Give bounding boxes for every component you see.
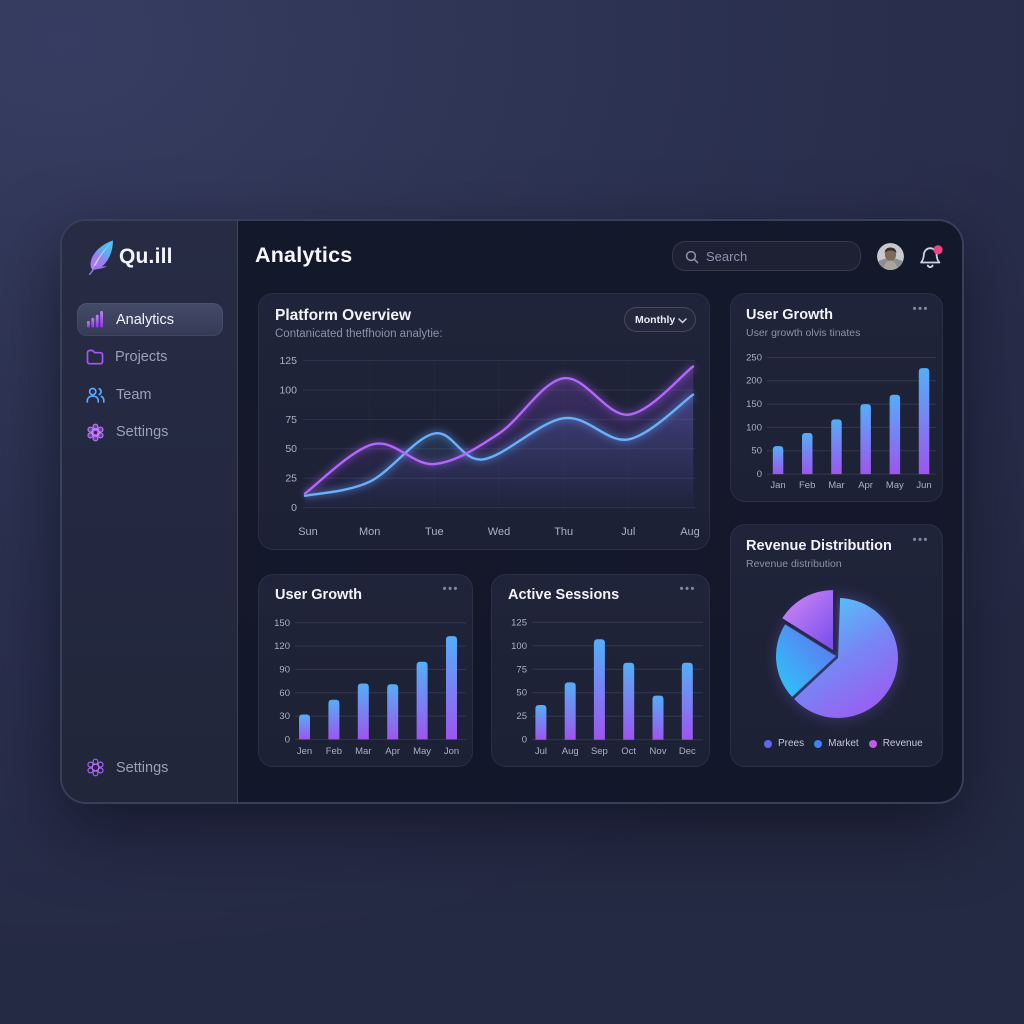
- svg-text:90: 90: [279, 664, 290, 675]
- svg-text:0: 0: [285, 734, 290, 745]
- svg-text:May: May: [413, 746, 431, 757]
- svg-text:Jul: Jul: [621, 526, 635, 538]
- svg-text:Mar: Mar: [355, 746, 371, 757]
- svg-text:Jon: Jon: [444, 746, 459, 757]
- svg-text:200: 200: [746, 376, 762, 387]
- svg-text:25: 25: [516, 711, 527, 722]
- svg-text:Apr: Apr: [858, 480, 873, 491]
- svg-text:Oct: Oct: [621, 746, 636, 757]
- svg-text:Mon: Mon: [359, 526, 380, 538]
- svg-text:50: 50: [285, 443, 297, 455]
- svg-text:125: 125: [279, 355, 297, 367]
- svg-text:Sun: Sun: [298, 526, 318, 538]
- svg-text:Jen: Jen: [297, 746, 312, 757]
- svg-text:Mar: Mar: [828, 480, 844, 491]
- svg-text:0: 0: [291, 502, 297, 514]
- svg-text:120: 120: [274, 641, 290, 652]
- svg-text:Nov: Nov: [650, 746, 667, 757]
- svg-text:150: 150: [746, 399, 762, 410]
- svg-text:100: 100: [511, 641, 527, 652]
- svg-text:Tue: Tue: [425, 526, 444, 538]
- svg-text:75: 75: [516, 664, 527, 675]
- svg-text:Apr: Apr: [385, 746, 400, 757]
- svg-text:Feb: Feb: [326, 746, 342, 757]
- svg-text:Jul: Jul: [535, 746, 547, 757]
- svg-text:25: 25: [285, 473, 297, 485]
- svg-text:100: 100: [279, 384, 297, 396]
- svg-text:0: 0: [757, 469, 762, 480]
- svg-text:0: 0: [522, 735, 527, 746]
- svg-text:150: 150: [274, 618, 290, 629]
- svg-text:May: May: [886, 480, 904, 491]
- svg-text:Dec: Dec: [679, 746, 696, 757]
- svg-text:Jun: Jun: [916, 480, 931, 491]
- svg-text:Feb: Feb: [799, 480, 815, 491]
- svg-text:125: 125: [511, 617, 527, 628]
- svg-text:50: 50: [516, 688, 527, 699]
- svg-text:Aug: Aug: [562, 746, 579, 757]
- svg-text:60: 60: [279, 688, 290, 699]
- svg-text:250: 250: [746, 352, 762, 363]
- svg-text:Thu: Thu: [554, 526, 573, 538]
- svg-text:75: 75: [285, 414, 297, 426]
- svg-text:Wed: Wed: [488, 526, 510, 538]
- svg-text:Jan: Jan: [770, 480, 785, 491]
- svg-text:Aug: Aug: [680, 526, 700, 538]
- svg-text:30: 30: [279, 711, 290, 722]
- svg-text:100: 100: [746, 422, 762, 433]
- svg-text:Sep: Sep: [591, 746, 608, 757]
- svg-text:50: 50: [751, 446, 762, 457]
